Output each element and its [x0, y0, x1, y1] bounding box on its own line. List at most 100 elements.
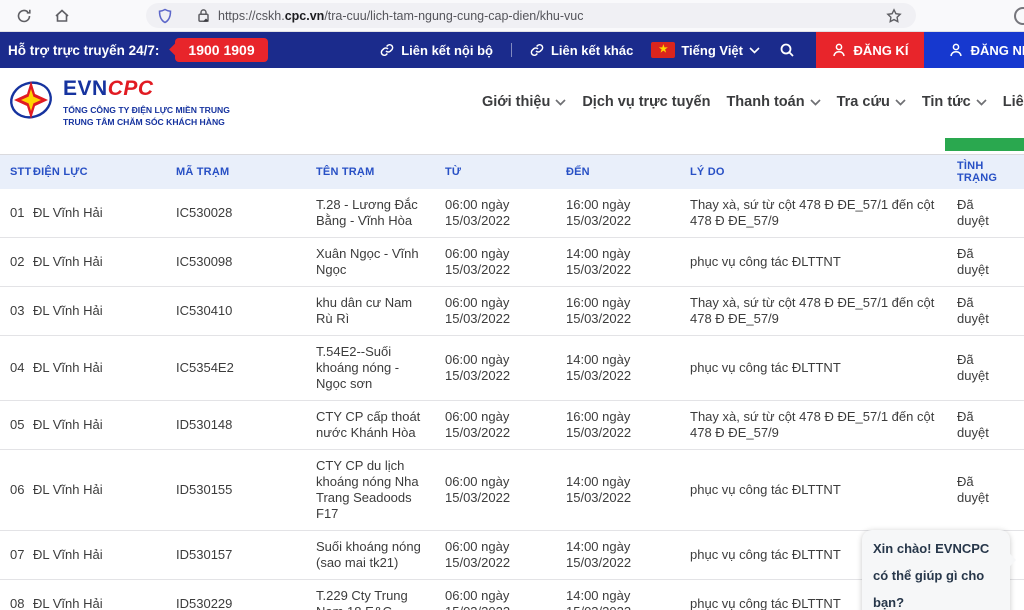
cell-ten_tram: T.229 Cty Trung Nam 18 E&C [316, 588, 408, 610]
table-row: 06 ĐL Vĩnh Hải ID530155 CTY CP du lịch k… [0, 450, 1024, 531]
column-header: ĐẾN [566, 166, 590, 178]
cell-den: 16:00 ngày 15/03/2022 [566, 295, 632, 326]
shield-icon[interactable] [156, 4, 174, 28]
column-header: STT [10, 166, 32, 178]
main-navigation: Giới thiệu Dịch vụ trực tuyến Thanh toán… [482, 94, 1024, 110]
cell-tu: 06:00 ngày 15/03/2022 [445, 197, 511, 228]
table-row: 05 ĐL Vĩnh Hải ID530148 CTY CP cấp thoát… [0, 401, 1024, 450]
cell-stt: 01 [10, 205, 25, 220]
cell-ma_tram: IC530410 [176, 303, 233, 318]
cell-ly_do: Thay xà, sứ từ cột 478 Đ ĐE_57/1 đến cột… [690, 409, 935, 440]
internal-links[interactable]: Liên kết nội bộ [380, 43, 493, 58]
cell-ten_tram: CTY CP du lịch khoáng nóng Nha Trang Sea… [316, 458, 419, 521]
chevron-down-icon [809, 98, 821, 106]
chevron-down-icon [895, 98, 906, 106]
table-row: 03 ĐL Vĩnh Hải IC530410 khu dân cư Nam R… [0, 287, 1024, 336]
cell-tu: 06:00 ngày 15/03/2022 [445, 474, 511, 505]
cell-stt: 08 [10, 596, 25, 610]
cell-den: 14:00 ngày 15/03/2022 [566, 352, 632, 383]
cell-ten_tram: Suối khoáng nóng (sao mai tk21) [316, 539, 421, 570]
nav-item[interactable]: Liên hệ [1003, 94, 1024, 110]
register-button[interactable]: ĐĂNG KÍ [816, 32, 924, 68]
chevron-down-icon [749, 46, 760, 54]
column-header: TÌNH TRẠNG [957, 160, 998, 184]
cell-ly_do: phục vụ công tác ĐLTTNT [690, 254, 841, 269]
language-selector[interactable]: ★ Tiếng Việt [651, 42, 760, 58]
hotline-badge[interactable]: 1900 1909 [175, 38, 268, 62]
cell-dien_luc: ĐL Vĩnh Hải [33, 254, 103, 269]
cell-stt: 04 [10, 360, 25, 375]
nav-item[interactable]: Dịch vụ trực tuyến [582, 94, 710, 110]
cell-ly_do: phục vụ công tác ĐLTTNT [690, 482, 841, 497]
nav-item-label: Giới thiệu [482, 94, 551, 110]
login-button[interactable]: ĐĂNG NHẬP [924, 32, 1024, 68]
table-header-row: STT ĐIỆN LỰC MÃ TRẠM TÊN TRẠM TỪ ĐẾN LÝ DO TÌNH… [0, 155, 1024, 189]
nav-item-label: Tin tức [921, 94, 971, 110]
cell-dien_luc: ĐL Vĩnh Hải [33, 205, 103, 220]
chat-greeting-bubble[interactable]: Xin chào! EVNCPC có thể giúp gì cho bạn? [862, 530, 1010, 610]
person-icon [949, 43, 962, 57]
cell-ma_tram: IC530098 [176, 254, 233, 269]
cell-tu: 06:00 ngày 15/03/2022 [445, 246, 511, 277]
cell-stt: 05 [10, 417, 25, 432]
cell-dien_luc: ĐL Vĩnh Hải [33, 360, 103, 375]
home-icon[interactable] [50, 4, 74, 28]
green-partial-button[interactable] [945, 138, 1024, 151]
cell-dien_luc: ĐL Vĩnh Hải [33, 303, 103, 318]
nav-item[interactable]: Giới thiệu [482, 94, 566, 110]
nav-item[interactable]: Thanh toán [726, 94, 821, 110]
cell-stt: 07 [10, 547, 25, 562]
lock-icon[interactable] [195, 4, 211, 28]
url-text: https://cskh.cpc.vn/tra-cuu/lich-tam-ngu… [218, 8, 584, 23]
cell-den: 16:00 ngày 15/03/2022 [566, 409, 632, 440]
cell-den: 16:00 ngày 15/03/2022 [566, 197, 632, 228]
cell-den: 14:00 ngày 15/03/2022 [566, 588, 631, 610]
cell-ma_tram: IC5354E2 [176, 360, 234, 375]
link-icon [380, 43, 394, 57]
evncpc-logo[interactable]: EVNCPC TỔNG CÔNG TY ĐIỆN LỰC MIỀN TRUNG … [8, 77, 230, 128]
url-bar[interactable]: https://cskh.cpc.vn/tra-cuu/lich-tam-ngu… [146, 3, 916, 28]
account-icon[interactable] [1014, 7, 1024, 25]
cell-dien_luc: ĐL Vĩnh Hải [33, 417, 103, 432]
cell-tu: 06:00 ngày 15/03/2022 [445, 352, 511, 383]
cell-ly_do: Thay xà, sứ từ cột 478 Đ ĐE_57/1 đến cột… [690, 197, 935, 228]
cell-ly_do: phục vụ công tác ĐLTTNT [690, 547, 841, 562]
support-hotline: Hỗ trợ trực truyến 24/7: 1900 1909 [8, 38, 268, 62]
column-header: TỪ [445, 166, 462, 178]
person-icon [832, 43, 845, 57]
table-row: 08 ĐL Vĩnh Hải ID530229 T.229 Cty Trung … [0, 580, 1024, 610]
cell-den: 14:00 ngày 15/03/2022 [566, 246, 632, 277]
cell-den: 14:00 ngày 15/03/2022 [566, 474, 632, 505]
support-label: Hỗ trợ trực truyến 24/7: [8, 42, 160, 58]
cell-den: 14:00 ngày 15/03/2022 [566, 539, 632, 570]
cell-dien_luc: ĐL Vĩnh Hải [33, 482, 103, 497]
cell-ma_tram: ID530148 [176, 417, 233, 432]
cell-tu: 06:00 ngày 15/03/2022 [445, 588, 510, 610]
top-utility-bar: Hỗ trợ trực truyến 24/7: 1900 1909 Liên … [0, 32, 1024, 68]
cell-tinh_trang: Đã duyệt [957, 246, 989, 277]
column-header: TÊN TRẠM [316, 166, 375, 178]
browser-toolbar: https://cskh.cpc.vn/tra-cuu/lich-tam-ngu… [0, 0, 1024, 32]
language-label: Tiếng Việt [681, 42, 743, 58]
nav-item-label: Dịch vụ trực tuyến [582, 94, 711, 110]
cell-dien_luc: ĐL Vĩnh Hải [33, 596, 103, 610]
cell-ten_tram: Xuân Ngọc - Vĩnh Ngọc [316, 246, 419, 277]
other-links[interactable]: Liên kết khác [530, 43, 633, 58]
company-name: TỔNG CÔNG TY ĐIỆN LỰC MIỀN TRUNG TRUNG T… [63, 105, 230, 127]
column-header: ĐIỆN LỰC [33, 166, 88, 178]
bookmark-star-icon[interactable] [882, 4, 906, 28]
cell-ten_tram: T.28 - Lương Đắc Bằng - Vĩnh Hòa [316, 197, 418, 228]
cell-ma_tram: IC530028 [176, 205, 233, 220]
cell-ma_tram: ID530157 [176, 547, 233, 562]
nav-item[interactable]: Tin tức [922, 94, 987, 110]
vietnam-flag-icon: ★ [651, 42, 676, 58]
cell-stt: 03 [10, 303, 25, 318]
cell-ten_tram: khu dân cư Nam Rù Rì [316, 295, 413, 326]
nav-item[interactable]: Tra cứu [837, 94, 906, 110]
internal-links-label: Liên kết nội bộ [401, 42, 493, 58]
reload-icon[interactable] [12, 4, 36, 28]
evn-star-icon [10, 81, 52, 119]
outage-table: 01 ĐL Vĩnh Hải IC530028 T.28 - Lương Đắc… [0, 189, 1024, 610]
cell-tinh_trang: Đã duyệt [957, 352, 989, 383]
search-icon[interactable] [778, 38, 796, 62]
